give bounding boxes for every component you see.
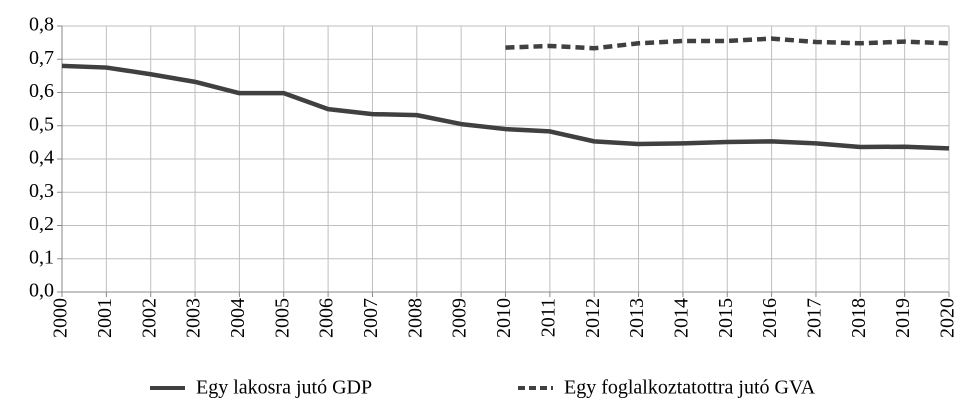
y-tick-label: 0,1 bbox=[29, 246, 54, 268]
y-tick-label: 0,0 bbox=[29, 280, 54, 302]
x-tick-label: 2012 bbox=[582, 298, 604, 338]
x-tick-label: 2008 bbox=[404, 298, 426, 338]
x-tick-label: 2011 bbox=[537, 298, 559, 337]
x-tick-label: 2005 bbox=[271, 298, 293, 338]
x-tick-label: 2013 bbox=[626, 298, 648, 338]
x-tick-label: 2010 bbox=[493, 298, 515, 338]
x-tick-label: 2020 bbox=[937, 298, 959, 338]
legend-label: Egy lakosra jutó GDP bbox=[196, 377, 372, 399]
y-tick-label: 0,7 bbox=[29, 47, 54, 69]
y-tick-label: 0,3 bbox=[29, 180, 54, 202]
x-tick-label: 2003 bbox=[183, 298, 205, 338]
legend-label: Egy foglalkoztatottra jutó GVA bbox=[564, 377, 816, 399]
x-tick-label: 2007 bbox=[360, 298, 382, 338]
x-tick-label: 2017 bbox=[804, 298, 826, 338]
x-tick-label: 2014 bbox=[670, 298, 692, 338]
x-tick-label: 2015 bbox=[715, 298, 737, 338]
x-tick-label: 2002 bbox=[138, 298, 160, 338]
y-tick-label: 0,2 bbox=[29, 213, 54, 235]
y-tick-label: 0,6 bbox=[29, 80, 54, 102]
series-line bbox=[505, 36, 950, 51]
x-tick-label: 2001 bbox=[94, 298, 116, 338]
x-tick-label: 2018 bbox=[848, 298, 870, 338]
x-tick-label: 2009 bbox=[449, 298, 471, 338]
x-tick-label: 2006 bbox=[316, 298, 338, 338]
x-tick-label: 2019 bbox=[892, 298, 914, 338]
x-tick-label: 2016 bbox=[759, 298, 781, 338]
series-line bbox=[61, 63, 950, 151]
y-tick-label: 0,5 bbox=[29, 113, 54, 135]
x-tick-label: 2004 bbox=[227, 298, 249, 338]
y-tick-label: 0,4 bbox=[29, 147, 54, 169]
x-tick-label: 2000 bbox=[50, 298, 72, 338]
y-tick-label: 0,8 bbox=[29, 14, 54, 36]
